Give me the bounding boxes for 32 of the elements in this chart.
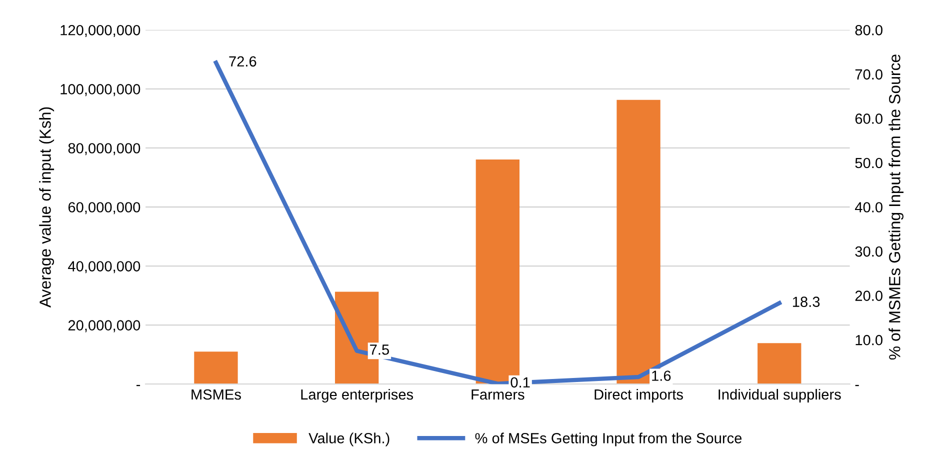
y2-tick-label: 70.0 [855, 69, 882, 80]
legend-label: % of MSEs Getting Input from the Source [475, 432, 742, 446]
data-label: 18.3 [792, 296, 820, 307]
y-tick-label: 100,000,000 [60, 84, 140, 96]
x-tick-label: Large enterprises [301, 388, 414, 403]
y-axis-title: Average value of input (Ksh) [39, 107, 54, 308]
y-tick-label: 80,000,000 [68, 143, 140, 156]
y-tick-label: 40,000,000 [68, 261, 140, 274]
y-tick-label: 60,000,000 [68, 202, 140, 214]
x-tick-label: Direct imports [594, 388, 683, 403]
legend-label: Value (KSh.) [308, 432, 390, 446]
y2-tick-label: 20.0 [855, 290, 882, 301]
bar [758, 343, 802, 384]
data-label: 0.1 [510, 377, 530, 388]
x-tick-label: MSMEs [192, 389, 241, 400]
y2-tick-label: 30.0 [855, 246, 882, 257]
y-tick-label: 120,000,000 [60, 25, 140, 38]
data-label: 7.5 [370, 344, 389, 355]
y2-tick-label: 40.0 [854, 202, 882, 212]
x-tick-label: Individual suppliers [718, 388, 841, 403]
data-label: 1.6 [652, 370, 671, 381]
y2-axis-title: % of MSMEs Getting Input from the Source [888, 54, 904, 360]
y-tick-label: - [136, 384, 140, 386]
bar [194, 352, 238, 384]
y2-tick-label: 10.0 [856, 334, 882, 346]
y2-tick-label: 60.0 [855, 114, 882, 124]
y2-tick-label: - [855, 384, 859, 386]
data-label: 72.6 [229, 56, 256, 67]
y2-tick-label: 50.0 [855, 158, 882, 168]
y-tick-label: 20,000,000 [68, 320, 140, 332]
y2-tick-label: 80.0 [855, 25, 882, 36]
x-tick-label: Farmers [472, 389, 524, 400]
